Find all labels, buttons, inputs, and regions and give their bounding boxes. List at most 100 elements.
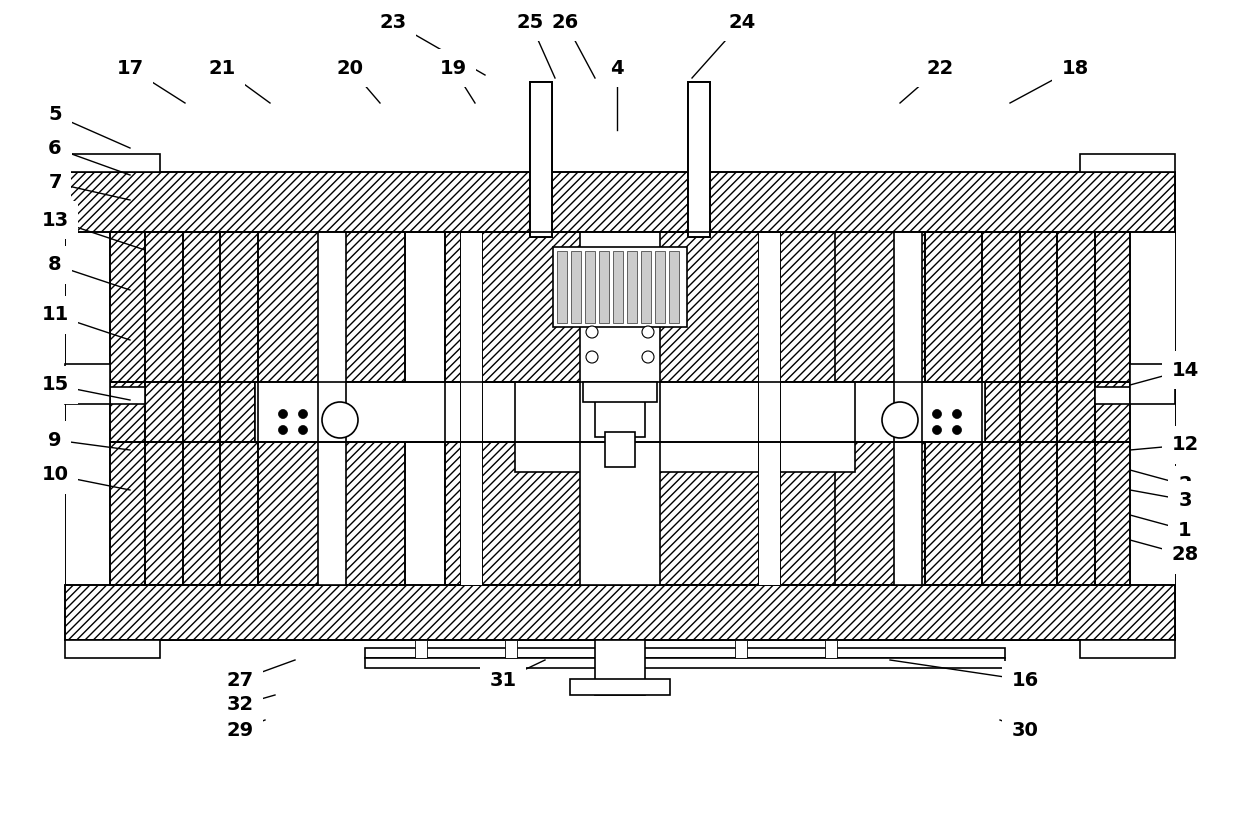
Circle shape (642, 351, 653, 363)
Bar (515, 382, 856, 472)
Text: 10: 10 (41, 465, 68, 484)
Bar (460, 232, 482, 585)
Text: 29: 29 (227, 721, 253, 740)
Text: 25: 25 (516, 12, 543, 32)
Circle shape (952, 409, 961, 418)
Bar (595, 387, 645, 437)
Circle shape (932, 425, 941, 434)
Text: 28: 28 (1172, 546, 1199, 564)
Text: 22: 22 (926, 58, 954, 77)
Bar (570, 679, 670, 695)
Bar (365, 648, 1004, 658)
Circle shape (952, 425, 961, 434)
Text: 15: 15 (41, 375, 68, 394)
Bar (670, 251, 680, 323)
Circle shape (882, 402, 918, 438)
Bar (505, 640, 517, 658)
Bar (529, 82, 552, 237)
Circle shape (932, 409, 941, 418)
Bar (580, 232, 660, 585)
Bar (583, 382, 657, 402)
Bar (317, 232, 346, 585)
Circle shape (587, 351, 598, 363)
Bar (835, 232, 1130, 382)
Bar (110, 442, 405, 585)
Bar (64, 640, 160, 658)
Text: 3: 3 (1178, 491, 1192, 509)
Bar (145, 232, 184, 585)
Circle shape (299, 425, 308, 434)
Text: 1: 1 (1178, 521, 1192, 539)
Text: 20: 20 (336, 58, 363, 77)
Bar (605, 432, 635, 467)
Circle shape (279, 409, 288, 418)
Bar (557, 251, 567, 323)
Text: 32: 32 (227, 696, 253, 715)
Bar (110, 382, 255, 442)
Bar (758, 232, 780, 585)
Bar (688, 82, 711, 237)
Polygon shape (1095, 387, 1130, 404)
Bar (255, 382, 445, 442)
Bar (595, 640, 608, 658)
Bar (110, 232, 405, 382)
Text: 5: 5 (48, 106, 62, 125)
Circle shape (279, 425, 288, 434)
Bar (835, 442, 1130, 585)
Text: 7: 7 (48, 174, 62, 192)
Bar (627, 251, 637, 323)
Text: 9: 9 (48, 430, 62, 449)
Bar (985, 382, 1130, 442)
Bar (64, 154, 160, 172)
Bar (529, 82, 552, 237)
Bar (1080, 154, 1176, 172)
Bar (529, 82, 552, 237)
Bar (219, 232, 258, 585)
Circle shape (322, 402, 358, 438)
Text: 14: 14 (1172, 360, 1199, 379)
Text: 24: 24 (728, 12, 755, 32)
Bar (64, 364, 110, 404)
Text: 30: 30 (1012, 721, 1038, 740)
Circle shape (299, 409, 308, 418)
Bar (1080, 640, 1176, 658)
Text: 21: 21 (208, 58, 236, 77)
Text: 12: 12 (1172, 435, 1199, 454)
Bar (982, 232, 1021, 585)
Bar (445, 232, 925, 382)
Text: 18: 18 (1061, 58, 1089, 77)
Bar (641, 251, 651, 323)
Bar (64, 172, 1176, 232)
Bar (1056, 232, 1095, 585)
Bar (835, 442, 1130, 585)
Bar (110, 382, 255, 442)
Text: 23: 23 (379, 12, 407, 32)
Bar (219, 232, 258, 585)
Bar (570, 251, 582, 323)
Bar (110, 232, 405, 382)
Text: 4: 4 (610, 58, 624, 77)
Text: 8: 8 (48, 255, 62, 275)
Text: 17: 17 (117, 58, 144, 77)
Bar (585, 251, 595, 323)
Bar (735, 640, 746, 658)
Bar (1056, 232, 1095, 585)
Text: 31: 31 (490, 671, 517, 690)
Bar (445, 232, 925, 382)
Bar (982, 232, 1021, 585)
Circle shape (587, 326, 598, 338)
Bar (599, 251, 609, 323)
Text: 16: 16 (1012, 671, 1039, 690)
Bar (110, 442, 405, 585)
Bar (64, 172, 1176, 232)
Polygon shape (110, 387, 145, 404)
Text: 6: 6 (48, 138, 62, 157)
Bar (365, 658, 1004, 668)
Bar (985, 382, 1130, 442)
Bar (595, 640, 645, 695)
Bar (835, 232, 1130, 382)
Bar (64, 585, 1176, 640)
Bar (64, 172, 1176, 640)
Text: 11: 11 (41, 305, 68, 324)
Bar (655, 251, 665, 323)
